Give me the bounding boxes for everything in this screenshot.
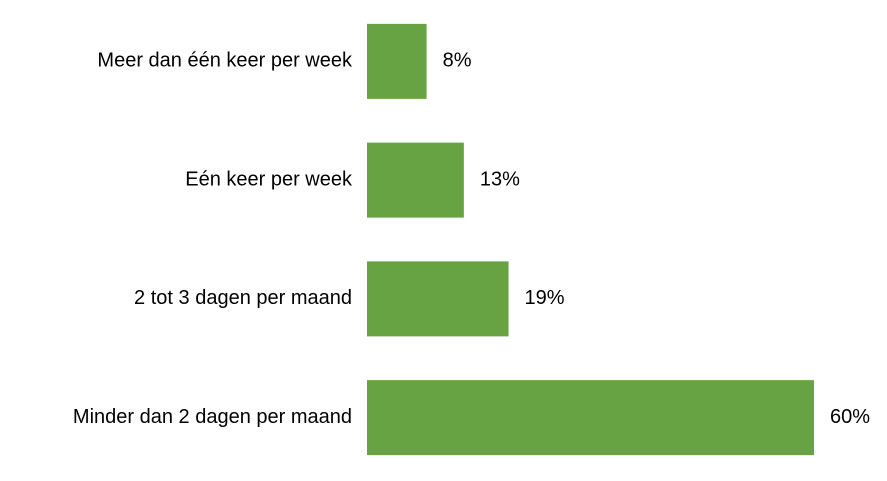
- value-label: 60%: [830, 406, 870, 428]
- value-label: 8%: [443, 50, 472, 72]
- value-label: 19%: [525, 287, 565, 309]
- category-label: Meer dan één keer per week: [97, 50, 353, 72]
- value-label: 13%: [480, 168, 520, 190]
- category-label: Minder dan 2 dagen per maand: [73, 406, 352, 428]
- category-label: 2 tot 3 dagen per maand: [134, 287, 352, 309]
- bar: [367, 23, 427, 99]
- category-label: Eén keer per week: [185, 168, 353, 190]
- bar: [367, 380, 814, 456]
- bar: [367, 142, 464, 218]
- bar: [367, 261, 509, 337]
